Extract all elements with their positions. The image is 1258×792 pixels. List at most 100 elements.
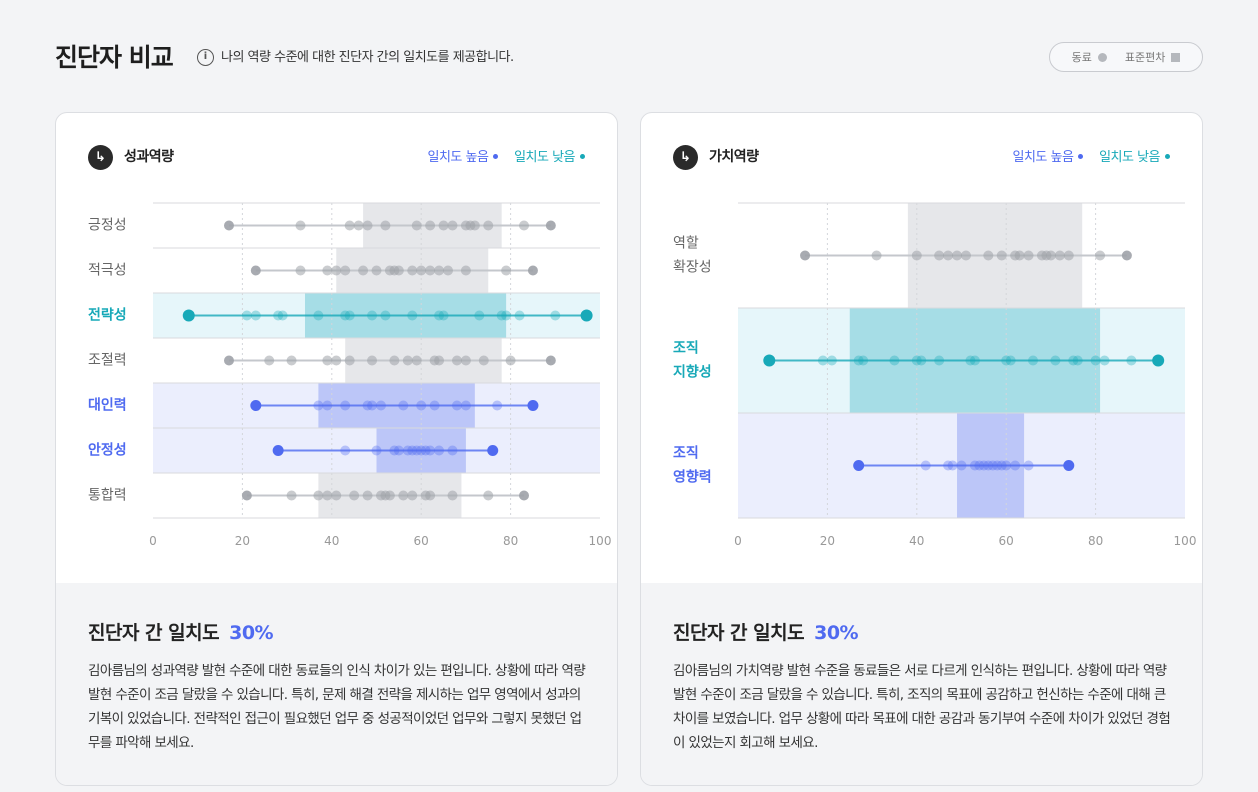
peer-score-dot	[519, 220, 530, 231]
peer-score-dot	[960, 250, 971, 261]
peer-score-dot	[1063, 460, 1075, 471]
peer-score-dot	[384, 490, 395, 501]
peer-score-dot	[514, 310, 525, 321]
peer-score-dot	[402, 445, 413, 456]
row-label-line: 전략성	[88, 307, 127, 324]
peer-score-dot	[380, 310, 391, 321]
peer-score-dot	[826, 355, 837, 366]
high-dot-icon	[493, 154, 499, 159]
peer-score-dot	[416, 265, 427, 276]
peer-score-dot	[425, 445, 436, 456]
x-tick-label: 40	[324, 534, 339, 548]
peer-score-dot	[277, 310, 288, 321]
peer-score-dot	[983, 460, 994, 471]
peer-score-dot	[223, 355, 234, 366]
peer-score-dot	[331, 355, 342, 366]
x-tick-label: 0	[149, 534, 157, 548]
peer-score-dot	[527, 265, 538, 276]
peer-score-dot	[182, 309, 195, 322]
peer-score-dot	[956, 460, 967, 471]
peer-score-dot	[519, 490, 530, 501]
peer-score-dot	[858, 355, 869, 366]
peer-score-dot	[286, 355, 297, 366]
card-footer: 진단자 간 일치도 30% 김아름님의 가치역량 발현 수준을 동료들은 서로 다…	[641, 583, 1202, 785]
legend-high-label: 일치도 높음	[427, 150, 489, 165]
row-label-line: 긍정성	[88, 218, 127, 234]
peer-score-dot	[411, 220, 422, 231]
peer-score-dot	[987, 460, 998, 471]
peer-score-dot	[340, 265, 351, 276]
peer-score-dot	[934, 250, 945, 261]
peer-score-dot	[545, 355, 556, 366]
peer-score-dot	[322, 400, 333, 411]
peer-score-dot	[393, 265, 404, 276]
page-header: 진단자 비교 i 나의 역량 수준에 대한 진단자 간의 일치도를 제공합니다.…	[55, 40, 1203, 76]
peer-score-dot	[447, 220, 458, 231]
peer-score-dot	[407, 265, 418, 276]
peer-score-dot	[241, 310, 252, 321]
legend-pill: 동료 표준편차	[1049, 42, 1203, 72]
legend-high: 일치도 높음	[1012, 150, 1084, 165]
info-icon[interactable]: i	[197, 49, 214, 66]
x-tick-label: 20	[235, 534, 250, 548]
page-description: 나의 역량 수준에 대한 진단자 간의 일치도를 제공합니다.	[221, 50, 514, 65]
legend-low: 일치도 낮음	[1099, 150, 1170, 165]
peer-score-dot	[272, 445, 284, 456]
peer-score-dot	[943, 250, 954, 261]
peer-score-dot	[358, 265, 369, 276]
legend-std-label: 표준편차	[1124, 51, 1166, 64]
peer-score-dot	[483, 220, 494, 231]
peer-score-dot	[344, 220, 355, 231]
peer-score-dot	[487, 445, 499, 456]
peer-score-dot	[496, 310, 507, 321]
row-label: 조절력	[88, 353, 127, 369]
peer-score-dot	[344, 310, 355, 321]
agreement-legend: 일치도 높음 일치도 낮음	[427, 145, 585, 170]
peer-score-dot	[286, 490, 297, 501]
peer-score-dot	[331, 490, 342, 501]
row-label: 역할 확장성	[673, 236, 712, 276]
peer-score-dot	[947, 460, 958, 471]
peer-score-dot	[438, 310, 449, 321]
peer-score-dot	[434, 355, 445, 366]
peer-score-dot	[505, 355, 516, 366]
peer-score-dot	[978, 460, 989, 471]
peer-score-dot	[340, 310, 351, 321]
peer-score-dot	[367, 310, 378, 321]
peer-score-dot	[1095, 250, 1106, 261]
peer-score-dot	[871, 250, 882, 261]
peer-score-dot	[1001, 460, 1012, 471]
peer-score-dot	[313, 400, 324, 411]
peer-score-dot	[371, 265, 382, 276]
x-tick-label: 20	[820, 534, 835, 548]
footer-description: 김아름님의 가치역량 발현 수준을 동료들은 서로 다르게 인식하는 편입니다.…	[673, 663, 1171, 751]
peer-score-dot	[340, 400, 351, 411]
peer-score-dot	[501, 310, 512, 321]
peer-score-dot	[407, 490, 418, 501]
peer-score-dot	[420, 445, 431, 456]
footer-title-text: 진단자 간 일치도	[673, 622, 805, 644]
peer-score-dot	[1050, 355, 1061, 366]
peer-score-dot	[250, 400, 262, 411]
peer-score-dot	[353, 220, 364, 231]
peer-score-dot	[474, 310, 485, 321]
agreement-legend: 일치도 높음 일치도 낮음	[1012, 145, 1170, 170]
x-tick-label: 60	[999, 534, 1014, 548]
row-label-line: 조직	[673, 340, 699, 357]
agreement-percent: 30%	[814, 622, 859, 644]
row-label: 대인력	[88, 397, 127, 414]
peer-score-dot	[1028, 355, 1039, 366]
peer-score-dot	[362, 400, 373, 411]
peer-score-dot	[580, 309, 593, 322]
peer-score-dot	[407, 445, 418, 456]
peer-score-dot	[920, 460, 931, 471]
peer-score-dot	[1001, 355, 1012, 366]
peer-dot-icon	[1097, 52, 1107, 62]
peer-score-dot	[550, 310, 561, 321]
peer-score-dot	[501, 265, 512, 276]
peer-score-dot	[1054, 250, 1065, 261]
peer-score-dot	[460, 400, 471, 411]
peer-score-dot	[451, 400, 462, 411]
